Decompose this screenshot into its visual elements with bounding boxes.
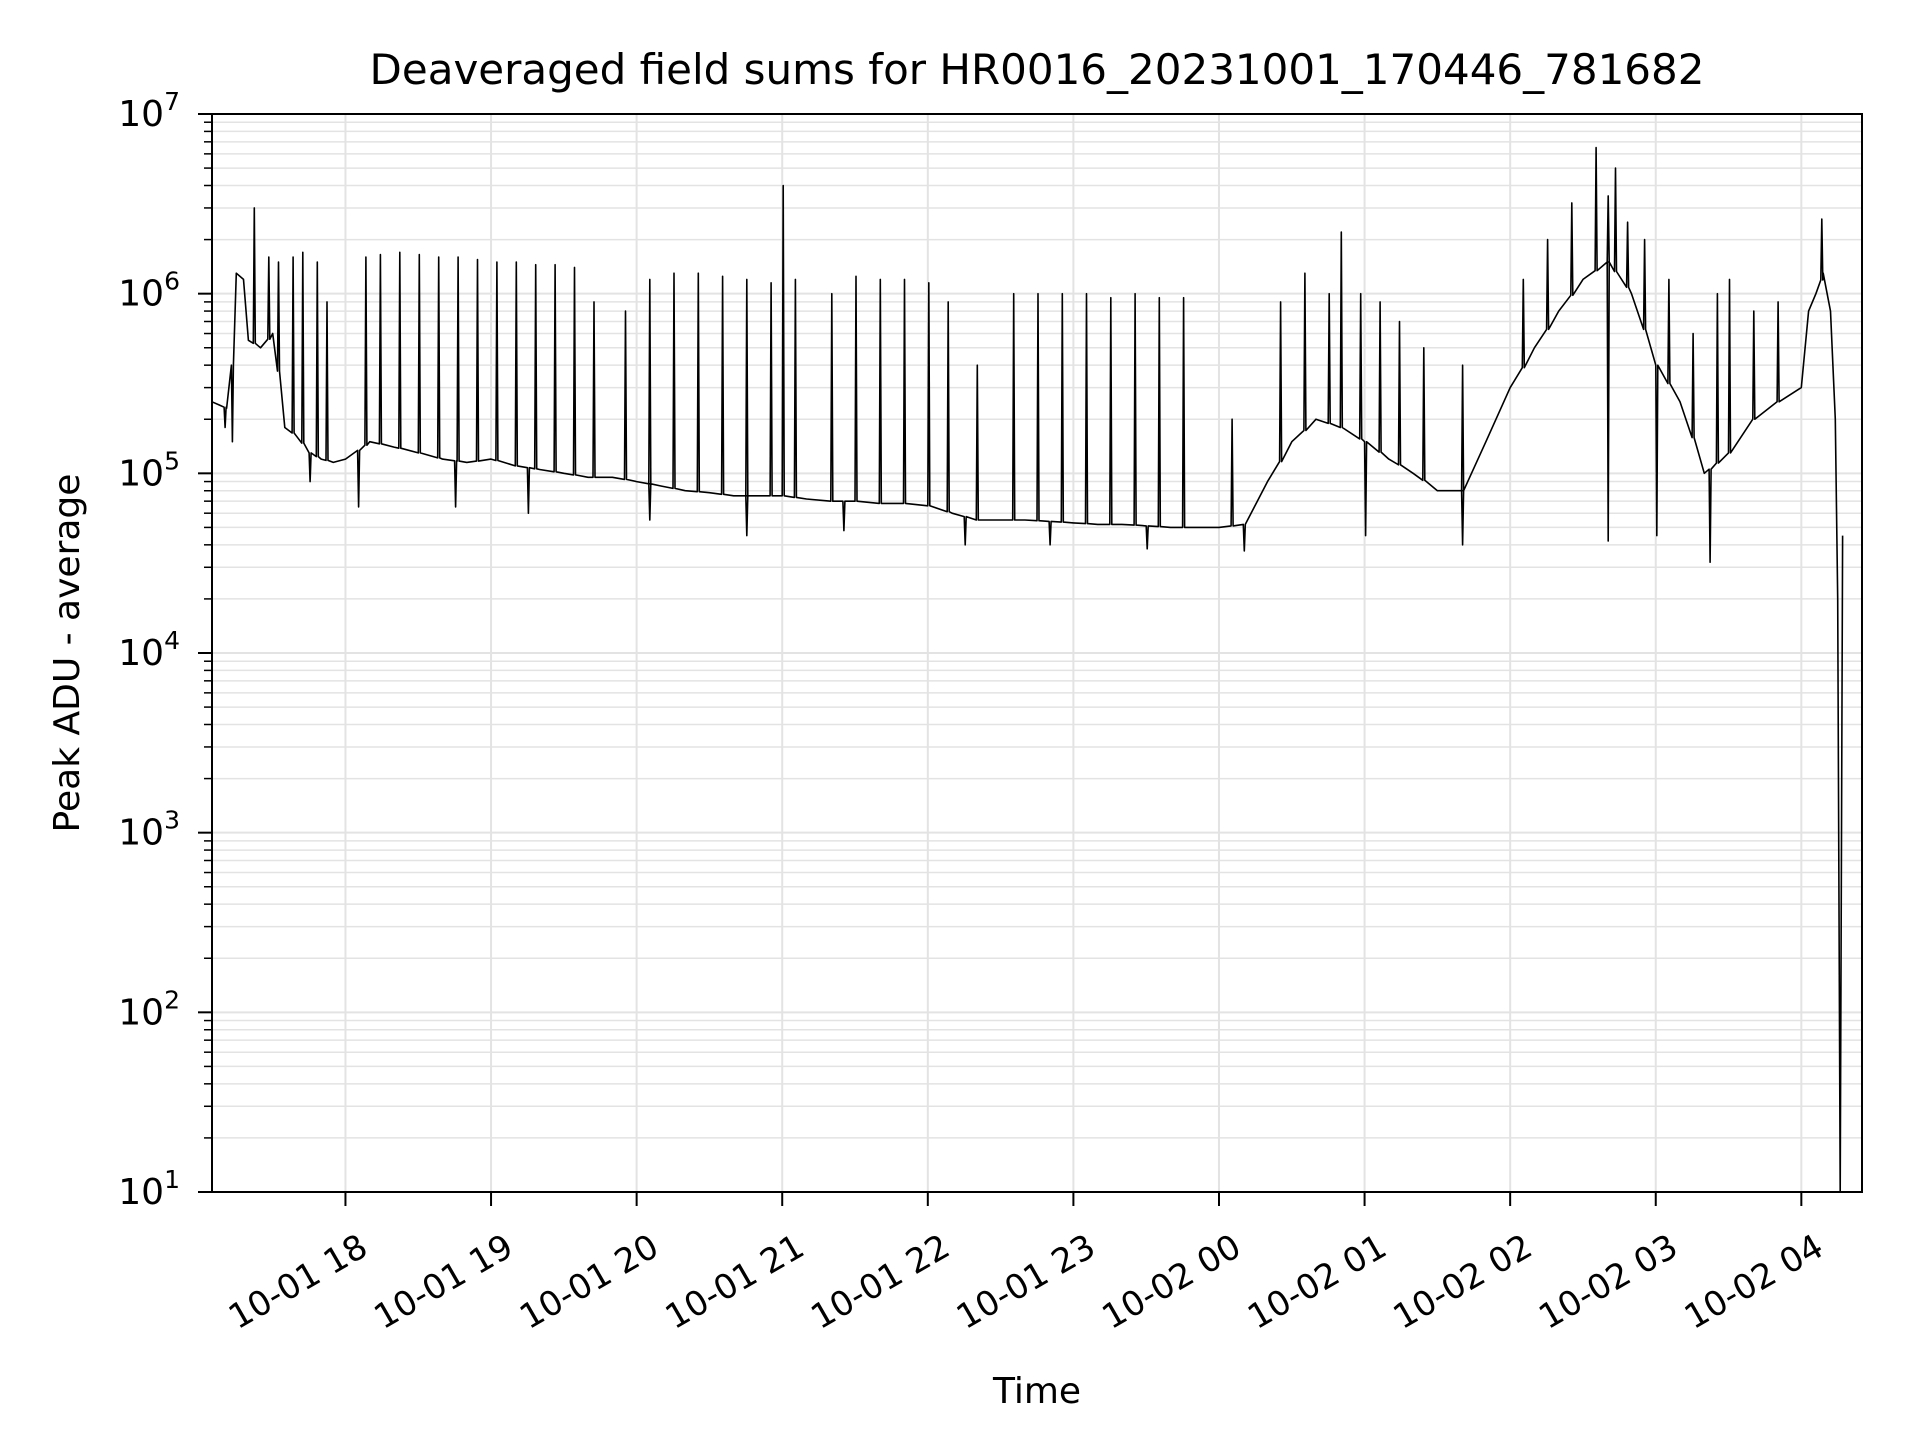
grid xyxy=(212,114,1862,1192)
series-line xyxy=(211,146,1844,1193)
y-axis: 101 102 103 104 105 106 107 xyxy=(118,87,212,1213)
y-tick-label: 103 xyxy=(118,806,180,854)
y-axis-label: Peak ADU - average xyxy=(47,474,88,833)
y-tick-label: 106 xyxy=(118,267,180,315)
x-axis-label: Time xyxy=(992,1371,1081,1412)
y-tick-label: 105 xyxy=(118,446,180,494)
y-tick-label: 101 xyxy=(118,1165,180,1213)
plot-area xyxy=(211,146,1844,1193)
y-tick-label: 107 xyxy=(118,87,180,135)
y-tick-label: 104 xyxy=(118,626,180,674)
chart-title: Deaveraged field sums for HR0016_2023100… xyxy=(370,45,1705,94)
y-tick-label: 102 xyxy=(118,985,180,1033)
